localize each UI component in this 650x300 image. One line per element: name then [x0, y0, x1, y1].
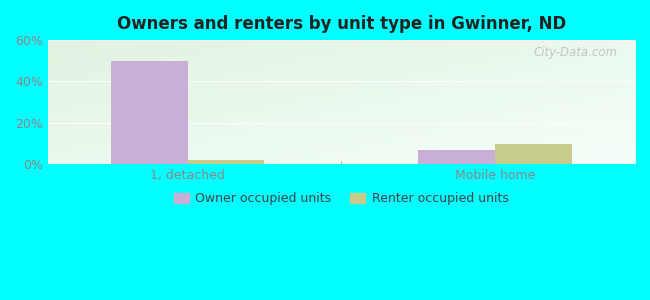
Bar — [495, 143, 572, 164]
Bar — [418, 150, 495, 164]
Bar — [188, 160, 265, 164]
Legend: Owner occupied units, Renter occupied units: Owner occupied units, Renter occupied un… — [169, 187, 514, 210]
Text: City-Data.com: City-Data.com — [533, 46, 618, 59]
Title: Owners and renters by unit type in Gwinner, ND: Owners and renters by unit type in Gwinn… — [117, 15, 566, 33]
Bar — [111, 61, 188, 164]
